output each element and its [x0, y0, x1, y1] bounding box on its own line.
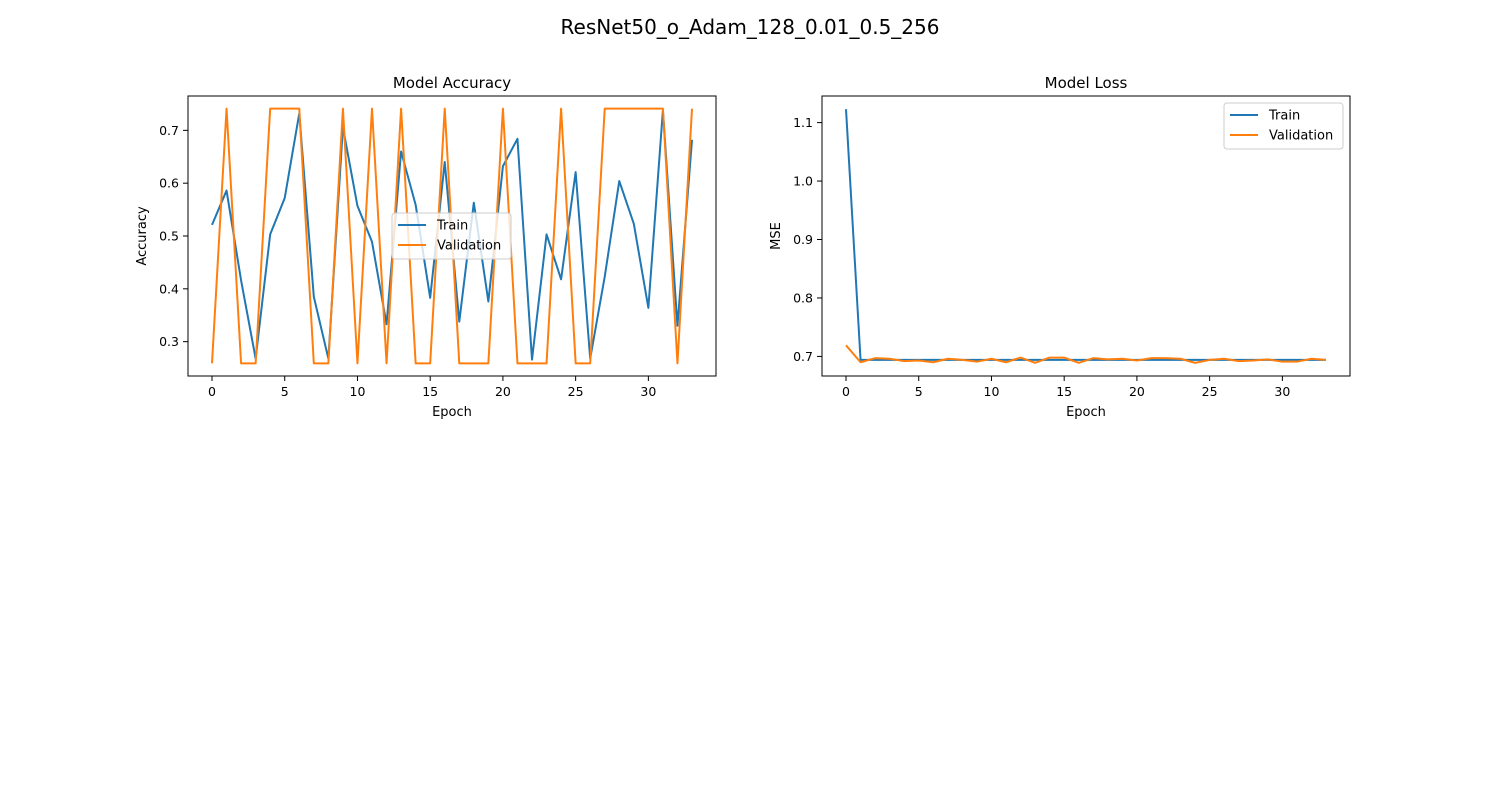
y-tick-label: 0.6	[159, 176, 179, 191]
y-tick-label: 0.7	[159, 123, 179, 138]
x-tick-label: 30	[640, 384, 656, 399]
x-tick-label: 5	[281, 384, 289, 399]
x-tick-label: 10	[350, 384, 366, 399]
y-tick-label: 1.0	[793, 174, 813, 189]
x-axis-label: Epoch	[1066, 405, 1106, 420]
x-tick-label: 20	[1129, 384, 1145, 399]
series-line-validation	[845, 344, 1327, 364]
y-tick-label: 1.1	[793, 115, 813, 130]
x-tick-label: 0	[842, 384, 850, 399]
y-axis-label: MSE	[769, 222, 784, 250]
x-tick-label: 0	[208, 384, 216, 399]
y-tick-label: 0.8	[793, 290, 813, 305]
y-axis-label: Accuracy	[135, 206, 150, 266]
accuracy-chart: Model Accuracy 0 5 10 15 20 25 30 0.3 0.4 0.5 0.6 0.…	[135, 74, 717, 420]
y-tick-label: 0.4	[159, 281, 179, 296]
x-tick-label: 5	[915, 384, 923, 399]
x-tick-label: 25	[568, 384, 584, 399]
legend: Train Validation	[391, 212, 512, 260]
x-tick-label: 10	[984, 384, 1000, 399]
x-tick-label: 15	[1056, 384, 1072, 399]
legend-label-train: Train	[1268, 109, 1300, 124]
y-tick-label: 0.9	[793, 232, 813, 247]
legend-label-validation: Validation	[1269, 129, 1333, 144]
chart-title: Model Accuracy	[393, 74, 511, 92]
y-tick-label: 0.5	[159, 229, 179, 244]
legend: Train Validation	[1223, 102, 1344, 150]
x-axis-label: Epoch	[432, 405, 472, 420]
x-tick-label: 25	[1202, 384, 1218, 399]
legend-label-validation: Validation	[437, 239, 501, 254]
plot-frame	[821, 95, 1351, 377]
x-tick-label: 15	[422, 384, 438, 399]
figure-title: ResNet50_o_Adam_128_0.01_0.5_256	[561, 15, 940, 39]
x-tick-label: 20	[495, 384, 511, 399]
x-tick-label: 30	[1274, 384, 1290, 399]
loss-chart: Model Loss 0 5 10 15 20 25 30 0.7 0.8 0.9 1.0 1.1 Epo…	[769, 74, 1351, 420]
legend-label-train: Train	[436, 219, 468, 234]
y-tick-label: 0.3	[159, 334, 179, 349]
chart-title: Model Loss	[1045, 74, 1128, 92]
y-tick-label: 0.7	[793, 349, 813, 364]
